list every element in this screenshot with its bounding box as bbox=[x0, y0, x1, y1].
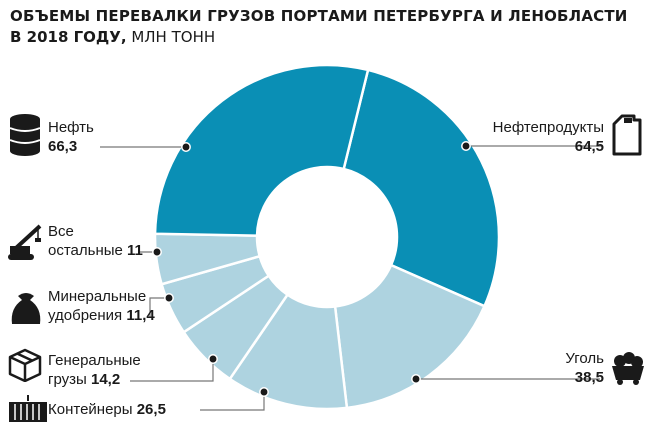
title-line-1: ОБЪЕМЫ ПЕРЕВАЛКИ ГРУЗОВ ПОРТАМИ ПЕТЕРБУР… bbox=[10, 7, 628, 25]
label-other-value: 11 bbox=[127, 242, 143, 259]
label-fertilizer-value: 11,4 bbox=[126, 307, 155, 324]
crane-icon bbox=[8, 224, 42, 260]
fertilizer-sack-icon bbox=[11, 293, 41, 324]
label-petroleum-value: 64,5 bbox=[574, 138, 604, 155]
label-oil: Нефть 66,3 bbox=[48, 118, 94, 156]
label-coal-name: Уголь bbox=[565, 350, 604, 367]
label-other-line2: остальные bbox=[48, 242, 123, 259]
label-fertilizer: Минеральные удобрения 11,4 bbox=[48, 287, 155, 325]
label-general-line2: грузы bbox=[48, 371, 87, 388]
canister-icon bbox=[612, 114, 642, 156]
label-petroleum-name: Нефтепродукты bbox=[492, 119, 604, 136]
label-coal: Уголь 38,5 bbox=[530, 349, 604, 387]
label-coal-value: 38,5 bbox=[574, 369, 604, 386]
label-oil-name: Нефть bbox=[48, 119, 94, 136]
label-containers-name: Контейнеры bbox=[48, 401, 133, 418]
chart-title: ОБЪЕМЫ ПЕРЕВАЛКИ ГРУЗОВ ПОРТАМИ ПЕТЕРБУР… bbox=[10, 6, 640, 48]
label-oil-value: 66,3 bbox=[48, 138, 78, 155]
label-containers-value: 26,5 bbox=[136, 401, 166, 418]
label-fertilizer-line2: удобрения bbox=[48, 307, 123, 324]
label-general-value: 14,2 bbox=[90, 371, 121, 388]
label-other-line1: Все bbox=[48, 223, 74, 240]
label-containers: Контейнеры 26,5 bbox=[48, 400, 166, 419]
leader-petroleum-dot bbox=[461, 141, 471, 151]
label-fertilizer-line1: Минеральные bbox=[48, 288, 147, 305]
label-petroleum: Нефтепродукты 64,5 bbox=[488, 118, 604, 156]
leader-general-dot bbox=[208, 354, 218, 364]
leader-fertilizer bbox=[149, 297, 169, 317]
label-other: Все остальные 11 bbox=[48, 222, 143, 260]
title-unit: МЛН ТОНН bbox=[126, 28, 216, 46]
leader-containers-dot bbox=[259, 387, 269, 397]
title-line-2-year: В 2018 ГОДУ, bbox=[10, 28, 127, 46]
slice-7 bbox=[153, 63, 370, 237]
oil-barrel-icon bbox=[9, 114, 41, 156]
slice-2 bbox=[333, 263, 487, 410]
leader-other-dot bbox=[152, 247, 162, 257]
leader-oil-dot bbox=[181, 142, 191, 152]
leader-fertilizer-dot bbox=[164, 293, 174, 303]
leader-coal-dot bbox=[411, 374, 421, 384]
container-icon bbox=[9, 395, 47, 422]
label-general: Генеральные грузы 14,2 bbox=[48, 351, 141, 389]
leader-containers bbox=[200, 392, 265, 411]
coal-cart-icon bbox=[612, 352, 644, 385]
box-icon bbox=[8, 348, 42, 382]
label-general-line1: Генеральные bbox=[48, 352, 141, 369]
leader-general bbox=[130, 359, 214, 382]
slice-1 bbox=[342, 68, 501, 308]
